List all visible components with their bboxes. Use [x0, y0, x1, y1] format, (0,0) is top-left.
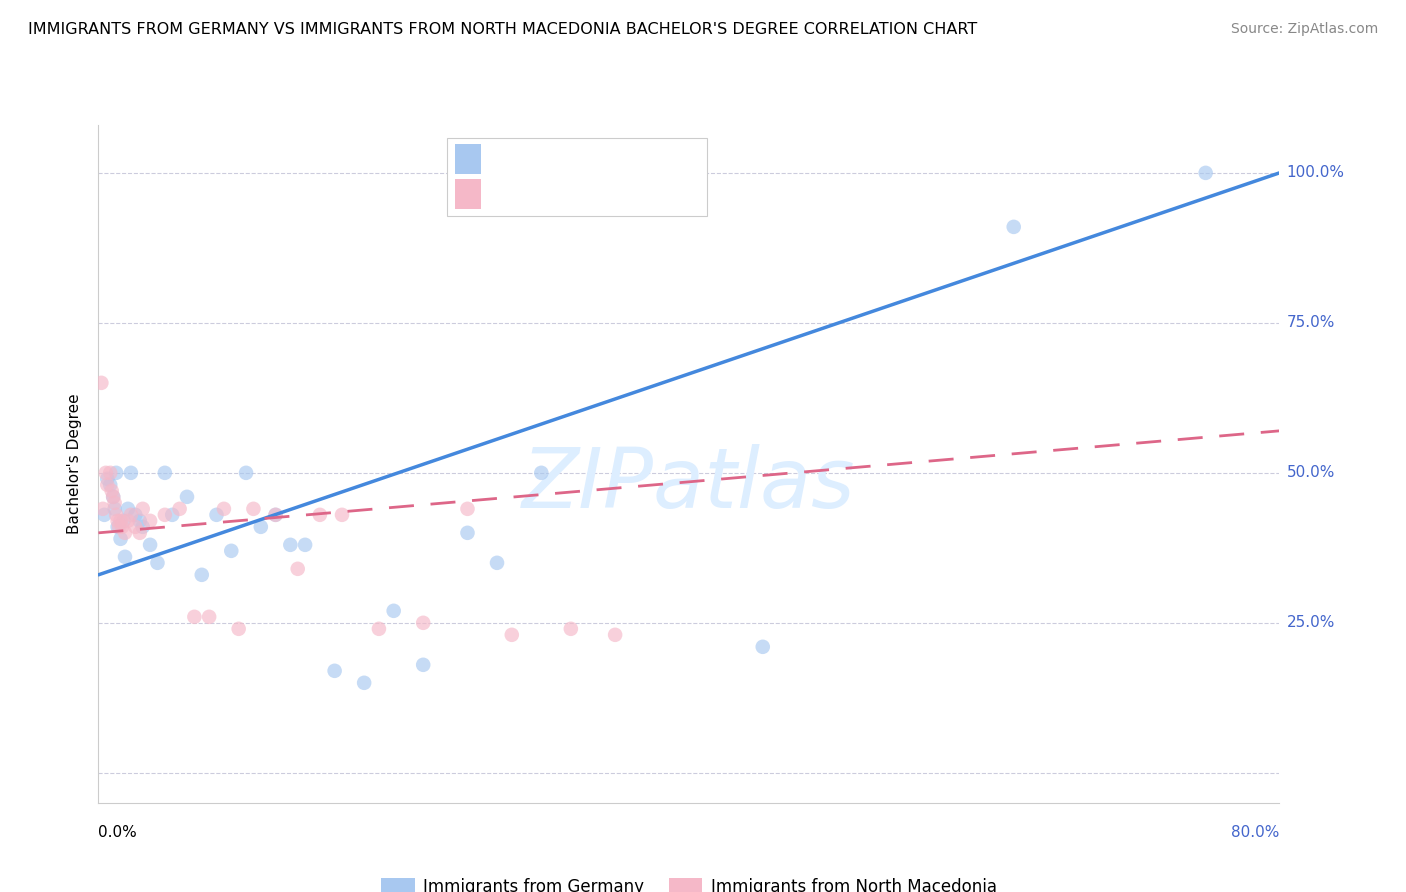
Text: 25.0%: 25.0% [1286, 615, 1334, 631]
Text: N =: N = [585, 151, 631, 169]
Point [287, 562, 309, 576]
Point [111, 520, 134, 534]
Point [456, 501, 478, 516]
Point [93, 508, 115, 522]
Point [128, 514, 150, 528]
Point [132, 501, 155, 516]
Point [368, 622, 391, 636]
Point [191, 567, 214, 582]
Point [501, 628, 523, 642]
Text: 75.0%: 75.0% [1286, 316, 1334, 330]
Point [107, 514, 129, 528]
Point [309, 508, 332, 522]
Point [264, 508, 287, 522]
Point [330, 508, 353, 522]
Point [183, 610, 205, 624]
Text: 37: 37 [641, 186, 664, 203]
Point [128, 525, 150, 540]
Point [162, 508, 183, 522]
Point [169, 501, 191, 516]
Point [96, 472, 118, 486]
Point [412, 657, 434, 672]
Point [294, 538, 316, 552]
Point [486, 556, 509, 570]
Text: IMMIGRANTS FROM GERMANY VS IMMIGRANTS FROM NORTH MACEDONIA BACHELOR'S DEGREE COR: IMMIGRANTS FROM GERMANY VS IMMIGRANTS FR… [28, 22, 977, 37]
Point [120, 508, 142, 522]
Point [212, 501, 235, 516]
Point [132, 520, 155, 534]
Point [91, 501, 114, 516]
Point [1195, 166, 1218, 180]
Text: ZIPatlas: ZIPatlas [522, 443, 856, 524]
Point [107, 520, 129, 534]
Point [110, 514, 132, 528]
Point [456, 525, 478, 540]
Point [139, 514, 162, 528]
Point [751, 640, 773, 654]
Text: 100.0%: 100.0% [1286, 165, 1344, 180]
Point [124, 520, 146, 534]
Point [124, 508, 146, 522]
Point [250, 520, 273, 534]
Point [103, 490, 125, 504]
Point [96, 478, 118, 492]
Point [98, 466, 121, 480]
Point [110, 532, 132, 546]
Point [205, 508, 228, 522]
Text: 38: 38 [641, 151, 664, 169]
Point [153, 466, 176, 480]
Point [117, 501, 139, 516]
Text: Source: ZipAtlas.com: Source: ZipAtlas.com [1230, 22, 1378, 37]
Point [228, 622, 250, 636]
Point [146, 556, 169, 570]
Point [105, 466, 128, 480]
Point [560, 622, 582, 636]
Text: 80.0%: 80.0% [1232, 825, 1279, 840]
Text: 0.0%: 0.0% [98, 825, 138, 840]
Text: 50.0%: 50.0% [1286, 466, 1334, 480]
Point [112, 514, 135, 528]
Point [90, 376, 112, 390]
Point [105, 508, 128, 522]
Y-axis label: Bachelor's Degree: Bachelor's Degree [67, 393, 83, 534]
Point [198, 610, 221, 624]
Point [117, 514, 139, 528]
Point [104, 501, 127, 516]
Text: R =: R = [489, 151, 524, 169]
Point [104, 496, 127, 510]
Point [219, 544, 243, 558]
Legend: Immigrants from Germany, Immigrants from North Macedonia: Immigrants from Germany, Immigrants from… [374, 871, 1004, 892]
Text: R =: R = [489, 186, 524, 203]
Point [114, 525, 136, 540]
Point [412, 615, 434, 630]
Point [108, 520, 131, 534]
Point [323, 664, 346, 678]
Text: 0.045: 0.045 [531, 186, 583, 203]
Point [278, 538, 302, 552]
Point [100, 483, 122, 498]
Point [353, 675, 375, 690]
Point [176, 490, 198, 504]
Point [114, 549, 136, 564]
Point [382, 604, 405, 618]
Text: 0.516: 0.516 [531, 151, 583, 169]
Point [242, 501, 264, 516]
Point [1002, 219, 1025, 234]
Point [530, 466, 553, 480]
Text: N =: N = [585, 186, 631, 203]
Point [153, 508, 176, 522]
Point [235, 466, 257, 480]
Point [103, 490, 125, 504]
Point [605, 628, 627, 642]
Point [139, 538, 162, 552]
Point [98, 478, 121, 492]
Point [264, 508, 287, 522]
Point [94, 466, 117, 480]
Point [120, 466, 142, 480]
